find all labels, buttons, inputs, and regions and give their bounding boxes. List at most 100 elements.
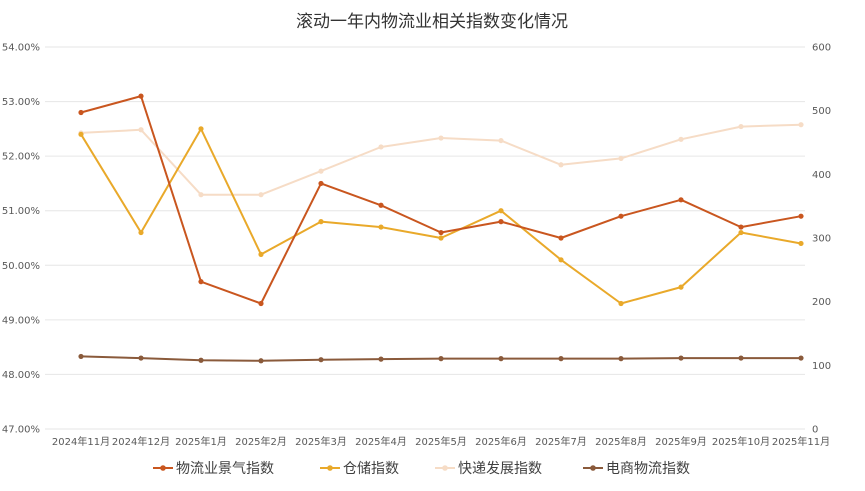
right-tick-label: 400: [812, 170, 831, 181]
data-point: [258, 192, 264, 198]
data-point: [138, 355, 144, 361]
series-line: [80, 95, 802, 305]
legend-marker: [442, 465, 448, 471]
x-tick-label: 2025年4月: [355, 435, 407, 448]
chart-title: 滚动一年内物流业相关指数变化情况: [296, 12, 568, 32]
x-tick-label: 2025年2月: [235, 435, 287, 448]
data-point: [558, 235, 564, 241]
left-tick-label: 53.00%: [2, 97, 40, 108]
right-tick-label: 100: [812, 361, 831, 372]
series-line: [80, 123, 802, 196]
data-point: [378, 202, 384, 208]
data-point: [798, 240, 804, 247]
data-point: [498, 219, 504, 225]
x-tick-label: 2024年11月: [52, 435, 110, 448]
legend: 物流业景气指数 仓储指数 快递发展指数 电商物流指数: [153, 461, 690, 477]
legend-label: 仓储指数: [343, 461, 399, 477]
right-tick-label: 600: [812, 43, 831, 54]
data-point: [678, 136, 684, 142]
x-tick-label: 2025年11月: [772, 435, 830, 448]
data-point: [438, 135, 444, 141]
left-tick-label: 52.00%: [2, 152, 40, 163]
right-tick-label: 200: [812, 297, 831, 308]
data-point: [318, 168, 324, 174]
data-point: [498, 356, 504, 362]
x-axis: 2024年11月 2024年12月 2025年1月 2025年2月 2025年3月 202…: [52, 435, 830, 448]
data-point: [438, 356, 444, 362]
left-tick-label: 49.00%: [2, 315, 40, 326]
left-tick-label: 54.00%: [2, 43, 40, 54]
data-point: [678, 355, 684, 361]
data-point: [198, 126, 204, 132]
data-point: [138, 229, 144, 236]
data-point: [738, 229, 744, 236]
data-point: [618, 356, 624, 362]
data-point: [558, 162, 564, 168]
data-point: [258, 358, 264, 364]
legend-marker: [327, 465, 333, 471]
data-point: [738, 123, 744, 130]
data-point: [258, 300, 264, 307]
legend-label: 快递发展指数: [458, 461, 542, 477]
data-point: [498, 208, 504, 214]
data-point: [78, 109, 84, 116]
right-y-axis: 0 100 200 300 400 500 600: [812, 43, 831, 436]
right-tick-label: 300: [812, 234, 831, 245]
data-point: [378, 144, 384, 150]
data-point: [138, 127, 144, 133]
left-y-axis: 47.00% 48.00% 49.00% 50.00% 51.00% 52.00% 53.0…: [2, 43, 40, 436]
x-tick-label: 2025年8月: [595, 435, 647, 448]
legend-label: 电商物流指数: [606, 461, 690, 477]
data-point: [198, 192, 204, 198]
x-tick-label: 2025年9月: [655, 435, 707, 448]
left-tick-label: 48.00%: [2, 370, 40, 381]
legend-marker: [590, 465, 596, 471]
data-point: [318, 219, 324, 225]
x-tick-label: 2024年12月: [112, 435, 170, 448]
series-3: [78, 353, 804, 364]
x-tick-label: 2025年5月: [415, 435, 467, 448]
series-layer: [78, 93, 804, 364]
series-line: [80, 127, 802, 305]
data-point: [78, 353, 84, 360]
data-point: [618, 300, 624, 307]
data-point: [438, 229, 444, 236]
x-tick-label: 2025年7月: [535, 435, 587, 448]
series-1: [78, 126, 804, 307]
data-point: [138, 93, 144, 99]
data-point: [438, 235, 444, 241]
right-tick-label: 0: [812, 425, 818, 436]
left-tick-label: 51.00%: [2, 206, 40, 217]
data-point: [618, 213, 624, 219]
right-tick-label: 500: [812, 106, 831, 117]
data-point: [678, 197, 684, 203]
data-point: [798, 355, 804, 361]
data-point: [678, 284, 684, 290]
x-tick-label: 2025年10月: [712, 435, 770, 448]
data-point: [198, 357, 204, 363]
gridlines: [45, 46, 805, 430]
series-0: [78, 93, 804, 307]
data-point: [558, 257, 564, 263]
data-point: [198, 279, 204, 285]
x-tick-label: 2025年6月: [475, 435, 527, 448]
data-point: [378, 356, 384, 362]
legend-marker: [160, 465, 166, 471]
data-point: [738, 355, 744, 361]
x-tick-label: 2025年1月: [175, 435, 227, 448]
data-point: [618, 155, 624, 162]
legend-label: 物流业景气指数: [176, 461, 274, 477]
data-point: [558, 356, 564, 362]
x-tick-label: 2025年3月: [295, 435, 347, 448]
data-point: [258, 251, 264, 257]
data-point: [798, 213, 804, 219]
data-point: [798, 122, 804, 128]
data-point: [738, 224, 744, 230]
data-point: [318, 357, 324, 363]
left-tick-label: 47.00%: [2, 425, 40, 436]
left-tick-label: 50.00%: [2, 261, 40, 272]
data-point: [378, 224, 384, 230]
data-point: [318, 180, 324, 187]
